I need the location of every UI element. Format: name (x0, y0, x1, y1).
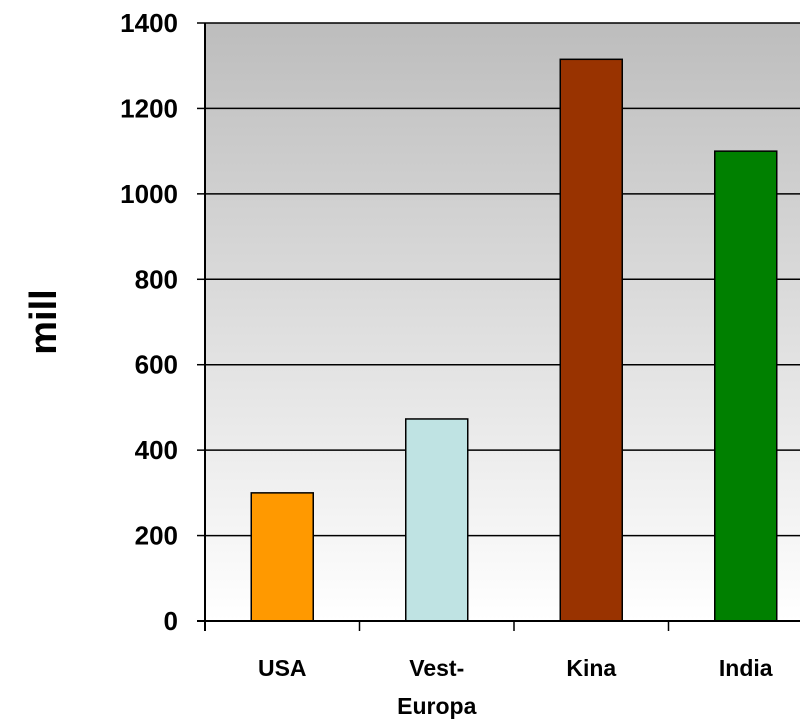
y-tick-label: 200 (135, 521, 178, 551)
y-tick-label: 600 (135, 350, 178, 380)
y-tick-label: 1000 (120, 179, 178, 209)
y-tick-label: 400 (135, 435, 178, 465)
x-category-label: Vest- (409, 655, 464, 681)
axes (197, 22, 800, 631)
y-tick-label: 1200 (120, 93, 178, 123)
bar (250, 492, 314, 622)
y-tick-label: 800 (135, 264, 178, 294)
y-axis-title: mill (23, 289, 65, 354)
y-tick-labels: 0 200 400 600 800 1000 1200 1400 (120, 8, 178, 636)
y-tick-label: 0 (164, 606, 178, 636)
x-category-label: India (719, 655, 773, 681)
bar (405, 418, 469, 622)
x-category-label: Europa (397, 693, 476, 719)
x-category-labels: USA Vest- Europa Kina India (258, 655, 773, 719)
bar (559, 58, 623, 622)
x-category-label: USA (258, 655, 307, 681)
y-tick-label: 1400 (120, 8, 178, 38)
x-category-label: Kina (566, 655, 616, 681)
bar (714, 150, 778, 622)
